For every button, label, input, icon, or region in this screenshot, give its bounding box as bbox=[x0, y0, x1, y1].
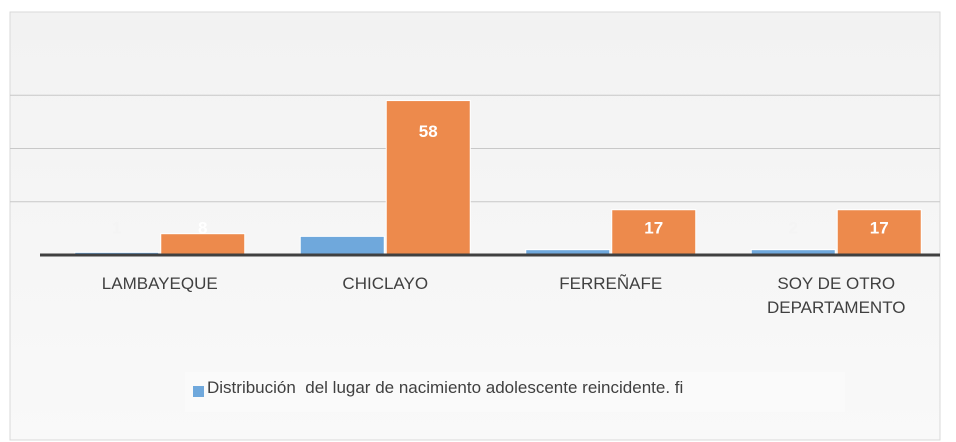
bar bbox=[299, 235, 385, 256]
data-label: 2 bbox=[789, 218, 798, 237]
bar bbox=[385, 100, 471, 256]
bar bbox=[611, 209, 697, 256]
legend-swatch bbox=[193, 386, 204, 397]
chart-area bbox=[9, 11, 941, 441]
legend-box bbox=[185, 372, 845, 412]
x-tick-label: CHICLAYO bbox=[342, 274, 429, 293]
data-label: 17 bbox=[870, 218, 889, 237]
data-label: 17 bbox=[644, 218, 663, 237]
x-tick-label: LAMBAYEQUE bbox=[101, 274, 218, 293]
data-label: 8 bbox=[198, 218, 207, 237]
bar bbox=[836, 209, 922, 256]
x-tick-label: FERREÑAFE bbox=[559, 274, 663, 293]
data-label: 1 bbox=[112, 218, 121, 237]
legend-label: Distribución del lugar de nacimiento ado… bbox=[207, 378, 684, 397]
data-label: 58 bbox=[419, 122, 438, 141]
x-tick-label: SOY DE OTRO DEPARTAMENTO bbox=[766, 274, 906, 317]
